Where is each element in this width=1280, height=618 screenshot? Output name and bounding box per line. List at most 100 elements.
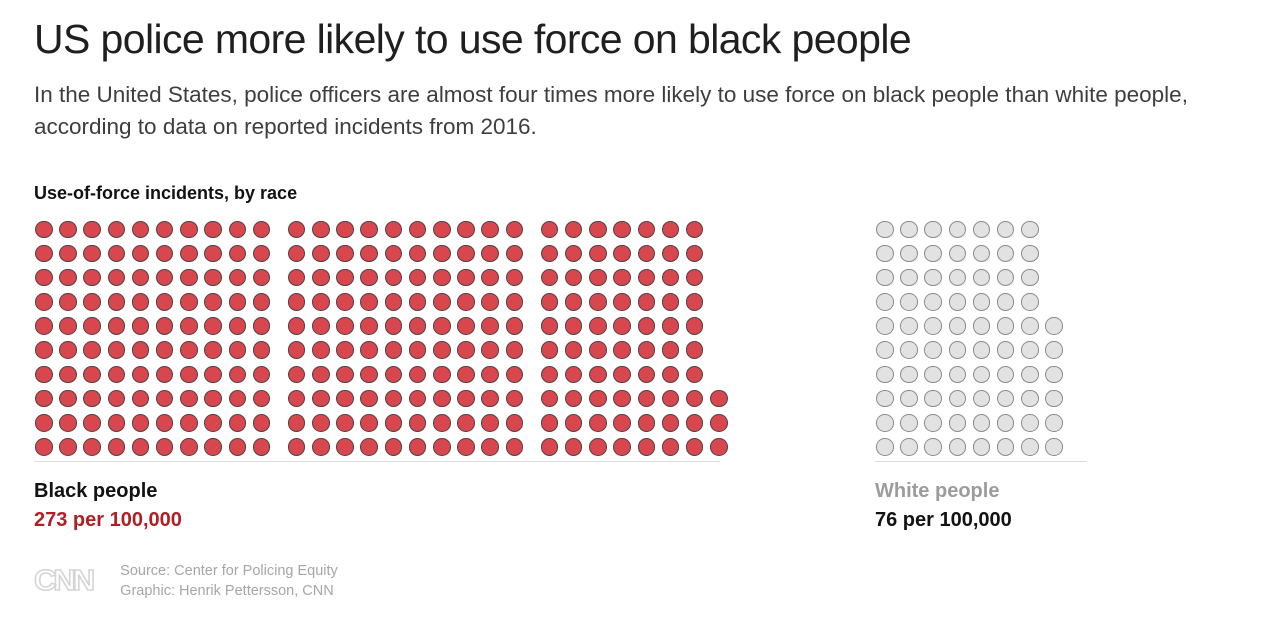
- credit-line: Graphic: Henrik Pettersson, CNN: [120, 583, 334, 599]
- page-title: US police more likely to use force on bl…: [34, 16, 912, 62]
- incident-dot: [685, 414, 704, 432]
- incident-dot: [287, 244, 306, 263]
- incident-dot: [180, 389, 198, 408]
- incident-dot: [287, 389, 306, 408]
- incident-dot: [876, 293, 894, 311]
- group-label-white-people: White people: [875, 479, 1000, 502]
- incident-dot: [228, 244, 246, 263]
- incident-dot: [996, 244, 1015, 263]
- incident-dot: [685, 293, 704, 311]
- incident-dot: [924, 414, 942, 432]
- incident-dot: [481, 268, 499, 287]
- incident-dot: [481, 317, 499, 335]
- incident-dot: [336, 414, 354, 432]
- incident-dot: [972, 414, 991, 432]
- incident-dot: [589, 317, 607, 335]
- incident-dot: [252, 341, 271, 359]
- incident-dot: [924, 317, 942, 335]
- incident-dot: [131, 317, 150, 335]
- incident-dot: [540, 293, 559, 311]
- incident-dot: [287, 438, 306, 456]
- incident-dot: [972, 389, 991, 408]
- source-credit: Source: Center for Policing Equity Graph…: [120, 561, 338, 601]
- incident-dot: [540, 438, 559, 456]
- incident-dot: [83, 365, 101, 384]
- incident-dot: [613, 365, 631, 384]
- incident-dot: [661, 438, 680, 456]
- incident-dot: [589, 365, 607, 384]
- incident-dot: [996, 389, 1015, 408]
- incident-dot: [481, 293, 499, 311]
- group-black-people: Black people 273 per 100,000: [34, 218, 733, 535]
- incident-dot: [59, 220, 77, 238]
- incident-dot: [948, 244, 967, 263]
- incident-dot: [1045, 317, 1063, 335]
- incident-dot: [228, 438, 246, 456]
- incident-dot: [35, 438, 53, 456]
- incident-dot: [481, 220, 499, 238]
- incident-dot: [336, 244, 354, 263]
- incident-dot: [876, 244, 894, 263]
- incident-dot: [312, 317, 330, 335]
- incident-dot: [661, 293, 680, 311]
- incident-dot: [433, 365, 451, 384]
- incident-dot: [505, 438, 524, 456]
- incident-dot: [505, 293, 524, 311]
- incident-dot: [996, 341, 1015, 359]
- incident-dot: [336, 220, 354, 238]
- incident-dot: [107, 438, 126, 456]
- incident-dot: [252, 365, 271, 384]
- incident-dot: [180, 268, 198, 287]
- incident-dot: [900, 365, 918, 384]
- incident-dot: [996, 438, 1015, 456]
- incident-dot: [180, 341, 198, 359]
- incident-dot: [540, 244, 559, 263]
- incident-dot: [408, 220, 427, 238]
- incident-dot: [312, 438, 330, 456]
- waffle-black-people: [34, 218, 733, 460]
- incident-dot: [155, 389, 174, 408]
- incident-dot: [564, 341, 583, 359]
- incident-dot: [457, 293, 475, 311]
- incident-dot: [924, 341, 942, 359]
- incident-dot: [204, 389, 222, 408]
- incident-dot: [1021, 438, 1039, 456]
- incident-dot: [637, 389, 655, 408]
- incident-dot: [228, 317, 246, 335]
- incident-dot: [204, 365, 222, 384]
- incident-dot: [481, 414, 499, 432]
- incident-dot: [35, 293, 53, 311]
- incident-dot: [505, 365, 524, 384]
- incident-dot: [540, 317, 559, 335]
- incident-dot: [661, 244, 680, 263]
- incident-dot: [996, 220, 1015, 238]
- incident-dot: [180, 438, 198, 456]
- incident-dot: [287, 220, 306, 238]
- chart-title: Use-of-force incidents, by race: [34, 183, 298, 203]
- incident-dot: [924, 293, 942, 311]
- incident-dot: [408, 317, 427, 335]
- incident-dot: [876, 365, 894, 384]
- incident-dot: [900, 317, 918, 335]
- waffle-block: [540, 218, 734, 460]
- incident-dot: [180, 414, 198, 432]
- incident-dot: [972, 220, 991, 238]
- incident-dot: [948, 365, 967, 384]
- incident-dot: [876, 414, 894, 432]
- incident-dot: [180, 244, 198, 263]
- incident-dot: [83, 389, 101, 408]
- incident-dot: [1045, 341, 1063, 359]
- incident-dot: [661, 317, 680, 335]
- incident-dot: [433, 268, 451, 287]
- incident-dot: [1021, 414, 1039, 432]
- incident-dot: [685, 389, 704, 408]
- incident-dot: [661, 268, 680, 287]
- page-subtitle: In the United States, police officers ar…: [34, 82, 1188, 139]
- incident-dot: [481, 341, 499, 359]
- incident-dot: [433, 341, 451, 359]
- incident-dot: [948, 438, 967, 456]
- incident-dot: [1021, 389, 1039, 408]
- incident-dot: [637, 220, 655, 238]
- incident-dot: [408, 365, 427, 384]
- incident-dot: [613, 341, 631, 359]
